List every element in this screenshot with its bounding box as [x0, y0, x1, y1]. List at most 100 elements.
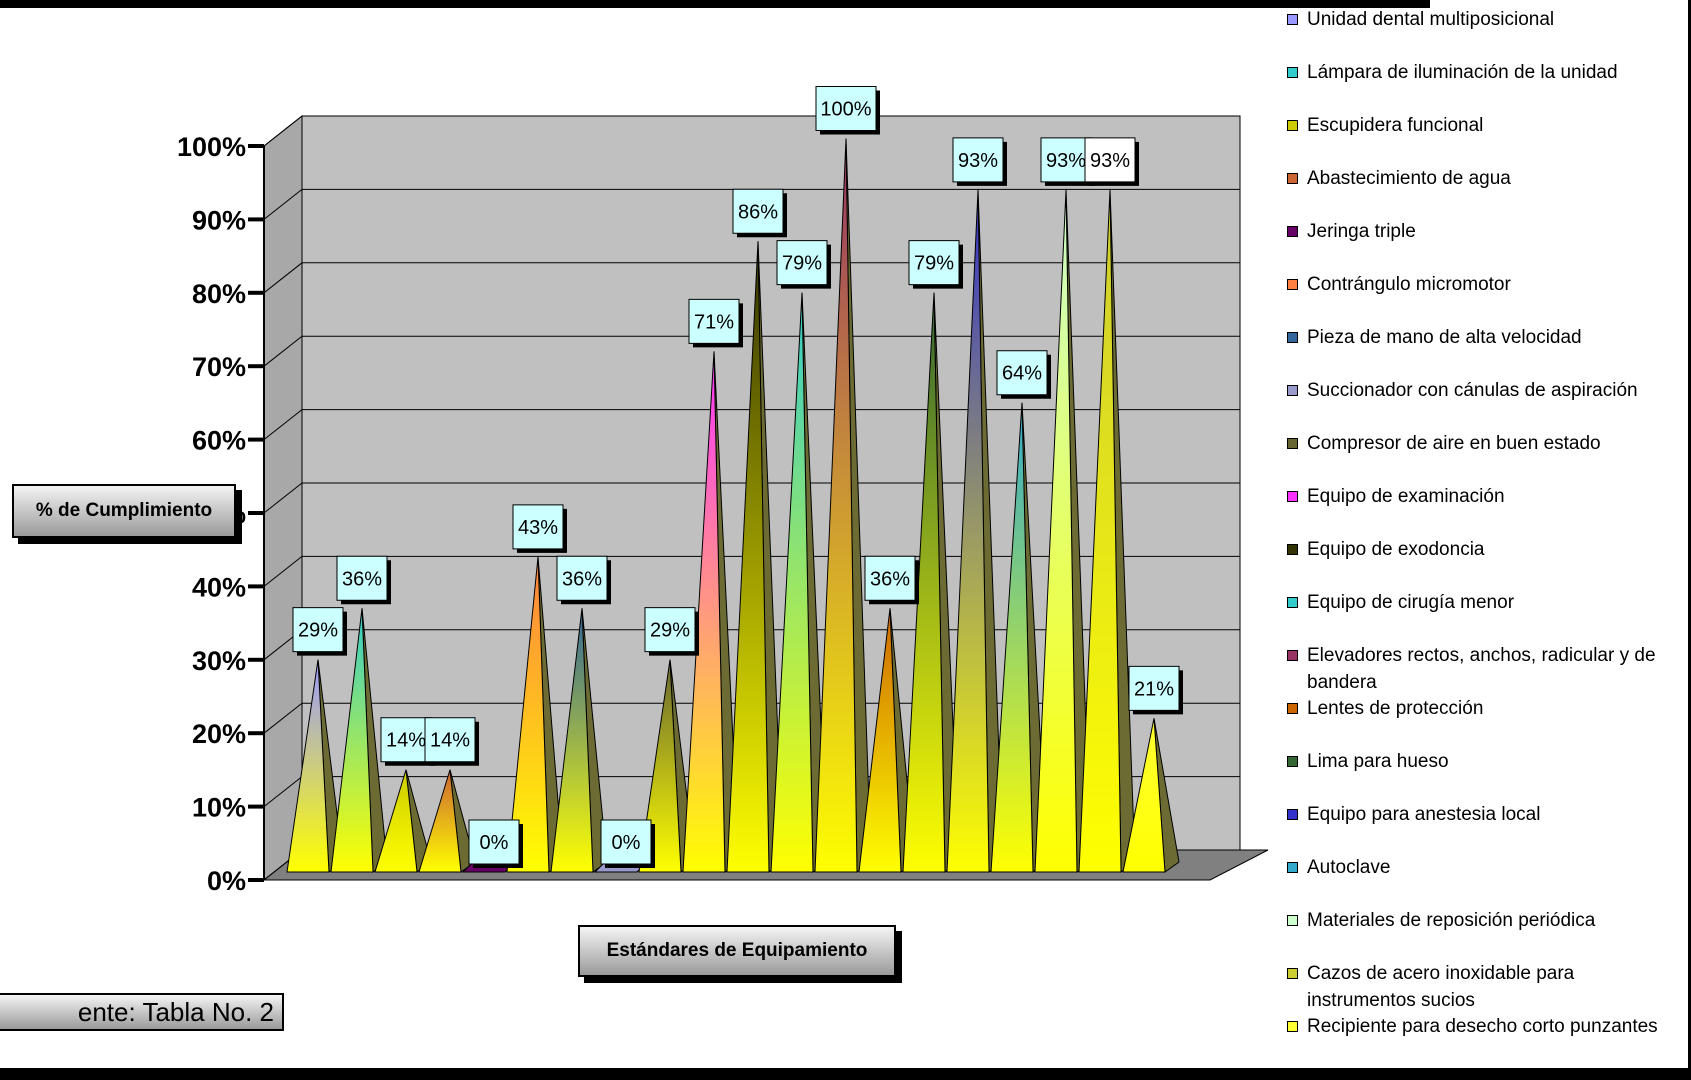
y-tick-label: 30%: [192, 646, 246, 676]
legend-label: Materiales de reposición periódica: [1307, 910, 1596, 931]
data-label: 29%: [644, 607, 699, 656]
data-label-text: 79%: [914, 253, 954, 275]
legend-swatch: [1287, 862, 1298, 873]
data-label: 71%: [688, 298, 743, 348]
data-label: 79%: [908, 240, 963, 289]
y-axis-title-text: % de Cumplimiento: [35, 500, 213, 521]
data-label-box: [732, 188, 784, 234]
legend-swatch: [1287, 438, 1298, 449]
cone-face: [638, 659, 682, 873]
cone-face: [946, 189, 990, 873]
y-tick-label: 90%: [192, 205, 246, 235]
data-label-box: [996, 350, 1048, 396]
legend-swatch: [1287, 703, 1298, 714]
legend-swatch: [1287, 756, 1298, 767]
data-label: 0%: [468, 819, 523, 868]
top-border-bar: [0, 0, 1430, 8]
cone-face: [330, 608, 374, 873]
data-label: 36%: [864, 555, 919, 605]
x-axis-title: Estándares de Equipamiento: [578, 925, 896, 977]
y-tick-label: 20%: [192, 719, 246, 749]
legend-swatch: [1287, 650, 1298, 661]
data-label-text: 0%: [480, 832, 509, 854]
data-label-box: [688, 298, 740, 344]
data-label-text: 21%: [1134, 678, 1174, 700]
data-label-box: [556, 555, 608, 601]
y-axis-title: % de Cumplimiento: [12, 484, 236, 538]
data-label-box: [908, 240, 960, 286]
data-label: 79%: [776, 240, 831, 289]
data-label-box: [424, 717, 476, 763]
legend-label: Abastecimiento de agua: [1307, 168, 1511, 189]
gridline: [263, 335, 1240, 367]
x-axis-title-text: Estándares de Equipamiento: [606, 940, 868, 961]
cone-bar: [1122, 718, 1180, 873]
legend-label: Elevadores rectos, anchos, radicular y d…: [1307, 645, 1656, 693]
cone-face: [418, 769, 462, 873]
data-label-box: [1128, 665, 1180, 711]
data-label: 29%: [292, 607, 347, 656]
data-label: 36%: [336, 555, 391, 605]
cone-bar: [330, 608, 388, 873]
data-label: 14%: [424, 717, 479, 766]
gridline: [263, 115, 1240, 147]
data-label-text: 93%: [958, 150, 998, 172]
data-label-box: [512, 504, 564, 550]
source-note-text: ente: Tabla No. 2: [77, 996, 274, 1027]
data-label-text: 36%: [870, 568, 910, 590]
legend-swatch: [1287, 226, 1298, 237]
data-label-text: 0%: [612, 832, 641, 854]
y-tick-label: 40%: [192, 572, 246, 602]
legend-label: Jeringa triple: [1307, 221, 1416, 242]
legend-swatch: [1287, 385, 1298, 396]
legend-label: Equipo de exodoncia: [1307, 539, 1485, 560]
data-label-box: [1084, 137, 1136, 183]
data-label-text: 43%: [518, 517, 558, 539]
legend-label: Succionador con cánulas de aspiración: [1307, 380, 1638, 401]
legend-swatch: [1287, 491, 1298, 502]
legend-label: Unidad dental multiposicional: [1307, 9, 1555, 30]
legend-label: Autoclave: [1307, 857, 1391, 878]
cone-face: [726, 241, 770, 873]
data-label-text: 79%: [782, 253, 822, 275]
cone-face: [770, 292, 814, 873]
cone-face: [550, 608, 594, 873]
y-tick-label: 10%: [192, 793, 246, 823]
right-border-bar: [1688, 0, 1691, 1080]
legend-label: Lentes de protección: [1307, 698, 1484, 719]
data-label: 93%: [952, 137, 1007, 186]
data-label: 43%: [512, 504, 567, 553]
data-label-text: 64%: [1002, 363, 1042, 385]
cone-bar: [946, 189, 1004, 873]
data-label-text: 14%: [430, 730, 470, 752]
data-label-text: 29%: [298, 620, 338, 642]
legend-label: Cazos de acero inoxidable para instrumen…: [1307, 963, 1575, 1011]
legend-swatch: [1287, 173, 1298, 184]
data-label-box: [776, 240, 828, 286]
data-label-text: 93%: [1046, 150, 1086, 172]
cone-face: [286, 659, 330, 873]
legend-swatch: [1287, 544, 1298, 555]
cone-face: [506, 556, 550, 873]
legend-swatch: [1287, 915, 1298, 926]
cone-bar: [682, 351, 740, 873]
data-label-text: 14%: [386, 730, 426, 752]
data-label-text: 71%: [694, 311, 734, 333]
data-label-box: [336, 555, 388, 601]
data-label: 36%: [556, 555, 611, 605]
y-tick-label: 60%: [192, 426, 246, 456]
data-label-text: 93%: [1090, 150, 1130, 172]
cone-face: [374, 769, 418, 873]
data-label-box: [380, 717, 432, 763]
data-label-text: 100%: [820, 99, 871, 121]
legend-label: Pieza de mano de alta velocidad: [1307, 327, 1582, 348]
data-label-box: [600, 819, 652, 865]
data-label-box: [468, 819, 520, 865]
legend-label: Equipo de examinación: [1307, 486, 1505, 507]
legend-swatch: [1287, 809, 1298, 820]
data-label-box: [815, 86, 877, 131]
legend-label: Lámpara de iluminación de la unidad: [1307, 62, 1618, 83]
legend-label: Lima para hueso: [1307, 751, 1449, 772]
